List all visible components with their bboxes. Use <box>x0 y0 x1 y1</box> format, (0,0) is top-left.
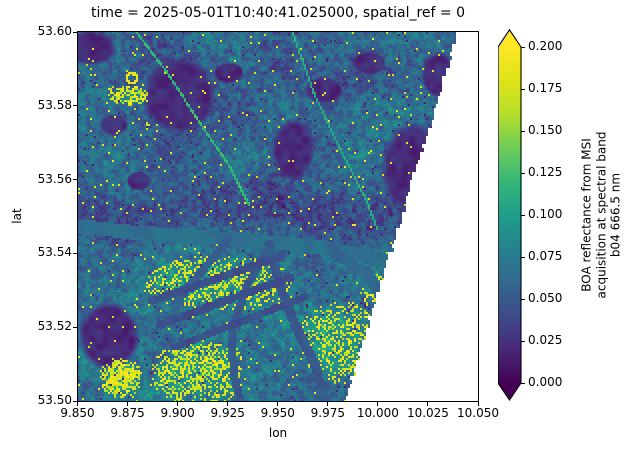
colorbar-tick-mark <box>521 214 525 216</box>
x-tick-mark <box>77 402 78 406</box>
colorbar-label-line: BOA reflectance from MSI <box>579 138 594 292</box>
x-tick-mark <box>227 402 229 406</box>
y-tick-label: 53.56 <box>37 171 72 186</box>
y-tick-mark <box>73 326 77 328</box>
colorbar-label-line: b04 666.5 nm <box>608 172 623 258</box>
y-tick-label: 53.52 <box>37 319 72 334</box>
colorbar-tick-label: 0.075 <box>528 249 563 263</box>
plot-area <box>77 31 479 402</box>
colorbar-tick-mark <box>521 172 525 174</box>
x-tick-label: 10.050 <box>457 406 499 420</box>
x-tick-label: 9.950 <box>260 406 295 420</box>
x-tick-label: 10.000 <box>356 406 399 420</box>
colorbar-tick-label: 0.050 <box>528 291 563 305</box>
y-tick-label: 53.58 <box>37 97 72 112</box>
colorbar <box>498 29 522 401</box>
colorbar-tick-mark <box>521 130 525 132</box>
colorbar-tick-mark <box>521 46 525 48</box>
colorbar-tick-label: 0.200 <box>528 39 563 53</box>
colorbar-tick-mark <box>521 256 525 258</box>
colorbar-tick-label: 0.175 <box>528 81 563 95</box>
colorbar-tick-mark <box>521 340 525 342</box>
reflectance-map-image <box>78 32 478 401</box>
y-tick-mark <box>73 105 77 107</box>
colorbar-tick-label: 0.100 <box>528 207 563 221</box>
x-tick-mark <box>177 402 179 406</box>
x-tick-label: 9.925 <box>210 406 245 420</box>
x-tick-label: 9.875 <box>110 406 145 420</box>
x-tick-mark <box>127 402 129 406</box>
x-tick-mark <box>377 402 379 406</box>
y-tick-label: 53.50 <box>37 393 72 407</box>
plot-title: time = 2025-05-01T10:40:41.025000, spati… <box>91 5 465 21</box>
colorbar-tick-mark <box>521 382 525 384</box>
y-tick-mark <box>73 252 77 254</box>
colorbar-label: BOA reflectance from MSI acquisition at s… <box>579 132 623 299</box>
x-tick-label: 9.975 <box>310 406 345 420</box>
x-tick-mark <box>427 402 429 406</box>
x-tick-label: 10.025 <box>406 406 449 420</box>
y-tick-mark <box>73 31 77 33</box>
x-tick-mark <box>477 402 479 406</box>
colorbar-tick-label: 0.025 <box>528 333 563 347</box>
y-axis-label: lat <box>10 208 24 224</box>
colorbar-tick-label: 0.125 <box>528 165 563 179</box>
colorbar-tick-mark <box>521 88 525 90</box>
x-tick-mark <box>327 402 329 406</box>
x-axis-label: lon <box>268 426 288 440</box>
y-tick-mark <box>73 400 77 402</box>
y-tick-label: 53.54 <box>37 245 72 260</box>
colorbar-tick-label: 0.150 <box>528 123 563 137</box>
colorbar-gradient-bar <box>498 29 522 401</box>
y-tick-label: 53.60 <box>37 24 72 38</box>
colorbar-tick-label: 0.000 <box>528 375 563 389</box>
colorbar-label-line: acquisition at spectral band <box>593 131 608 299</box>
x-tick-label: 9.900 <box>160 406 195 420</box>
y-tick-mark <box>73 179 77 181</box>
x-tick-label: 9.850 <box>60 406 95 420</box>
x-tick-mark <box>277 402 279 406</box>
colorbar-tick-mark <box>521 298 525 300</box>
